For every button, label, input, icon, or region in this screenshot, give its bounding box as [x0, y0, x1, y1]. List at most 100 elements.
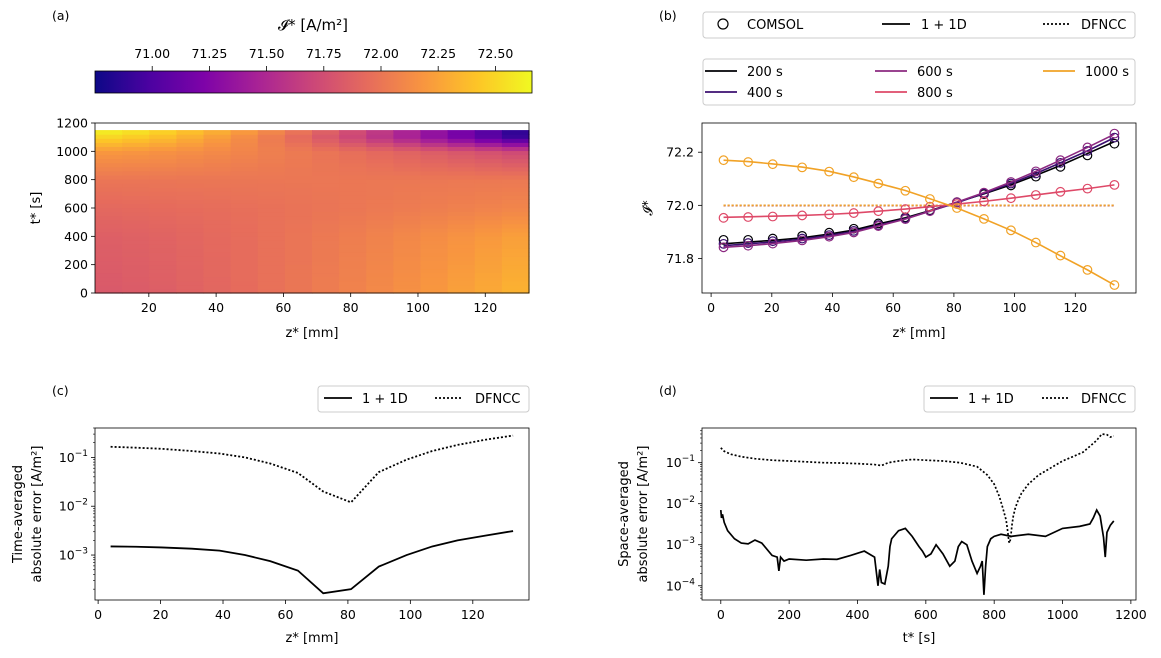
heatmap-cell	[312, 146, 340, 152]
heatmap-cell	[203, 284, 232, 290]
heatmap-cell	[312, 248, 340, 253]
heatmap-cell	[474, 162, 503, 168]
heatmap-cell	[284, 191, 313, 196]
heatmap-cell	[257, 276, 286, 282]
heatmap-cell	[339, 244, 367, 249]
heatmap-cell	[312, 166, 340, 172]
series-line	[720, 433, 1115, 546]
comsol-point	[824, 209, 835, 220]
heatmap-cell	[230, 235, 259, 241]
heatmap-cell	[420, 199, 449, 204]
heatmap-cell	[176, 248, 205, 253]
heatmap-cell	[122, 272, 150, 278]
heatmap-cell	[284, 142, 313, 147]
heatmap-cell	[474, 284, 503, 290]
heatmap-cell	[149, 231, 177, 237]
heatmap-cell	[149, 252, 177, 257]
y-tick-label: 600	[64, 201, 88, 216]
heatmap-cell	[203, 134, 232, 139]
heatmap-cell	[312, 272, 340, 278]
heatmap-cell	[339, 256, 367, 262]
heatmap-cell	[122, 203, 150, 209]
heatmap-cell	[95, 203, 123, 209]
heatmap-cell	[420, 227, 449, 233]
heatmap-cell	[474, 268, 503, 274]
heatmap-cell	[203, 244, 232, 249]
heatmap-cell	[257, 191, 286, 196]
heatmap-cell	[122, 260, 150, 266]
comsol-point	[718, 242, 729, 253]
heatmap-cell	[149, 183, 177, 188]
y-tick-label: 10−1	[666, 454, 695, 470]
heatmap-cell	[312, 150, 340, 156]
comsol-point	[1006, 177, 1016, 187]
heatmap-cell	[257, 170, 286, 176]
heatmap-cell	[284, 215, 313, 221]
heatmap-cell	[312, 142, 340, 147]
heatmap-cell	[339, 195, 367, 200]
heatmap-cell	[393, 264, 422, 270]
heatmap-cell	[176, 191, 205, 196]
heatmap-cell	[393, 158, 422, 164]
heatmap-cell	[501, 244, 530, 249]
panel-b-xlabel: z* [mm]	[893, 326, 946, 341]
heatmap-cell	[366, 146, 394, 152]
heatmap-cell	[501, 158, 530, 164]
x-tick-label: 60	[275, 300, 291, 315]
heatmap-cell	[447, 276, 476, 282]
heatmap-cell	[284, 272, 313, 278]
heatmap-cell	[366, 272, 394, 278]
heatmap-cell	[122, 130, 150, 135]
panel-c: 1 + 1D DFNCC 0 20 40 60 80 100 120 10−3 10−2 10−1…	[11, 385, 530, 646]
heatmap-cell	[393, 280, 422, 286]
heatmap-cell	[393, 211, 422, 217]
heatmap-cell	[176, 150, 205, 156]
heatmap-cell	[339, 284, 367, 290]
heatmap-cell	[339, 150, 367, 156]
comsol-point	[1109, 138, 1120, 149]
heatmap-cell	[284, 170, 313, 176]
heatmap-cell	[312, 187, 340, 192]
series-line	[723, 184, 1115, 219]
heatmap-cell	[203, 235, 232, 241]
heatmap-cell	[149, 264, 177, 270]
heatmap-cell	[393, 195, 422, 200]
comsol-point	[848, 172, 859, 183]
heatmap-cell	[393, 240, 422, 245]
x-tick-label: 120	[473, 300, 497, 315]
comsol-point	[1030, 237, 1041, 248]
heatmap-cell	[230, 174, 259, 180]
heatmap-cell	[474, 260, 503, 266]
heatmap-cell	[420, 134, 449, 139]
comsol-point	[824, 231, 835, 242]
heatmap-cell	[230, 146, 259, 152]
heatmap-cell	[284, 138, 313, 143]
heatmap-cell	[176, 170, 205, 176]
panel-a-ylabel: t* [s]	[29, 192, 44, 225]
heatmap-cell	[149, 268, 177, 274]
heatmap-cell	[149, 223, 177, 229]
heatmap-cell	[474, 252, 503, 257]
heatmap-cell	[257, 240, 286, 245]
panel-d-legend-box	[923, 385, 1136, 413]
heatmap-cell	[95, 199, 123, 204]
heatmap-cell	[366, 187, 394, 192]
y-tick-exponent: −4	[682, 577, 696, 587]
heatmap-cell	[230, 240, 259, 245]
comsol-point	[925, 201, 935, 212]
heatmap-cell	[393, 284, 422, 290]
heatmap-cell	[284, 207, 313, 213]
heatmap-cell	[474, 288, 503, 294]
heatmap-cell	[393, 203, 422, 209]
heatmap-cell	[230, 199, 259, 204]
heatmap-cell	[230, 187, 259, 192]
heatmap-cell	[176, 223, 205, 229]
comsol-point	[900, 204, 911, 214]
comsol-point	[767, 159, 778, 170]
x-tick-label: 40	[215, 607, 231, 622]
heatmap-cell	[393, 174, 422, 180]
heatmap-cell	[122, 150, 150, 156]
heatmap-cell	[339, 199, 367, 204]
heatmap-cell	[257, 211, 286, 217]
